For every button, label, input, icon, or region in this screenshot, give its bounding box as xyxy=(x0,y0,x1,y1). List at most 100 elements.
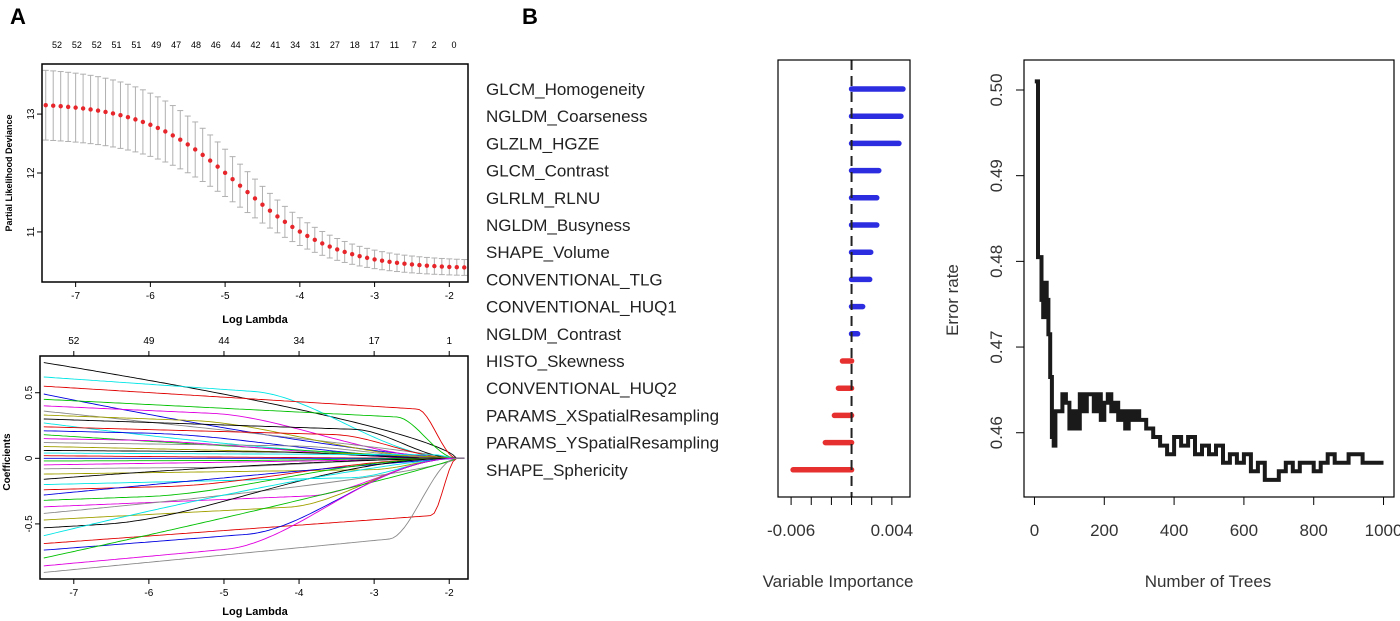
coef-x-tick-label: -6 xyxy=(144,588,153,599)
vi-category-label: CONVENTIONAL_HUQ1 xyxy=(486,298,677,317)
cv-top-label: 52 xyxy=(72,40,82,50)
coef-path-line xyxy=(43,457,465,567)
cv-point xyxy=(193,147,198,152)
cv-point xyxy=(305,233,310,239)
error-y-tick-label: 0.48 xyxy=(987,245,1006,278)
vi-x-tick-label: -0.006 xyxy=(767,521,815,540)
cv-point xyxy=(364,255,370,261)
coef-top-label: 17 xyxy=(369,336,381,347)
coef-path-line xyxy=(43,457,465,462)
coef-path-line xyxy=(43,457,465,480)
coef-x-tick-label: -5 xyxy=(220,588,229,599)
cv-point xyxy=(51,103,56,108)
cv-x-tick-label: -6 xyxy=(146,291,155,302)
cv-point xyxy=(409,262,415,267)
coef-path-line xyxy=(43,457,465,529)
coef-path-chart: 52 49 44 34 17 1 -7 -6 -5 -4 -3 -2 -0.5 0 0.5 Log La… xyxy=(2,336,469,618)
cv-top-label: 47 xyxy=(171,40,181,50)
coef-y-tick-label: 0 xyxy=(24,455,35,461)
coef-path-line xyxy=(43,457,465,501)
coef-path-line xyxy=(43,457,465,545)
cv-top-label: 7 xyxy=(412,40,417,50)
cv-point xyxy=(387,259,392,265)
cv-top-label: 49 xyxy=(151,40,161,50)
cv-top-label: 41 xyxy=(270,40,280,50)
cv-top-label: 31 xyxy=(310,40,320,50)
coef-top-label: 49 xyxy=(143,336,155,347)
cv-point xyxy=(379,258,385,263)
cv-point xyxy=(290,224,295,230)
cv-top-label: 51 xyxy=(131,40,141,50)
cv-point xyxy=(80,106,86,111)
vi-category-label: CONVENTIONAL_HUQ2 xyxy=(486,379,677,398)
vi-category-labels: GLCM_Homogeneity NGLDM_Coarseness GLZLM_HG… xyxy=(486,80,719,480)
coef-path-line xyxy=(43,426,465,459)
cv-point xyxy=(222,170,228,176)
coef-path-line xyxy=(43,430,465,459)
cv-point xyxy=(439,264,445,269)
cv-point xyxy=(148,122,153,127)
cv-point xyxy=(185,142,190,147)
cv-point xyxy=(275,214,280,219)
cv-point xyxy=(155,125,161,131)
coef-y-tick-label: 0.5 xyxy=(24,385,35,399)
cv-point xyxy=(252,196,258,201)
cv-top-label: 0 xyxy=(451,40,456,50)
cv-top-label: 2 xyxy=(432,40,437,50)
cv-point xyxy=(207,158,213,163)
cv-top-label: 52 xyxy=(52,40,62,50)
cv-point xyxy=(110,111,116,116)
error-x-tick-label: 800 xyxy=(1300,521,1328,540)
error-y-tick-label: 0.46 xyxy=(987,416,1006,449)
error-plot-frame xyxy=(1023,59,1395,498)
error-rate-chart: 0 200 400 600 800 1000 0.46 0.47 0.48 0.49 0.50 N… xyxy=(943,59,1400,591)
cv-x-tick-label: -7 xyxy=(71,291,80,302)
cv-point xyxy=(320,241,325,246)
coef-x-axis-label: Log Lambda xyxy=(222,606,288,618)
vi-category-label: NGLDM_Busyness xyxy=(486,216,631,235)
cv-point xyxy=(335,247,340,252)
cv-deviance-chart: 52 52 52 51 51 49 47 48 46 44 42 41 34 31 27 18 17 11 7 2 0 … xyxy=(4,40,469,326)
error-x-tick-label: 200 xyxy=(1090,521,1118,540)
coef-path-line xyxy=(43,405,465,459)
coef-plot-frame xyxy=(39,355,469,580)
vi-category-label: SHAPE_Sphericity xyxy=(486,461,628,480)
error-y-tick-label: 0.49 xyxy=(987,159,1006,192)
cv-top-label: 52 xyxy=(92,40,102,50)
cv-point xyxy=(58,104,63,109)
cv-point xyxy=(237,183,243,188)
coef-path-line xyxy=(43,457,465,537)
cv-point xyxy=(170,133,175,138)
cv-top-label: 17 xyxy=(370,40,380,50)
error-x-tick-label: 1000 xyxy=(1365,521,1400,540)
coef-lines xyxy=(43,362,465,573)
coef-x-tick-label: -2 xyxy=(445,588,454,599)
cv-point xyxy=(178,137,183,142)
cv-point xyxy=(432,263,437,269)
error-y-ticks: 0.46 0.47 0.48 0.49 0.50 xyxy=(987,73,1024,449)
cv-point xyxy=(245,189,250,195)
cv-y-tick-label: 13 xyxy=(26,108,37,120)
coef-y-tick-label: -0.5 xyxy=(24,515,35,533)
vi-category-label: NGLDM_Coarseness xyxy=(486,107,648,126)
vi-category-label: SHAPE_Volume xyxy=(486,243,610,262)
error-y-tick-label: 0.47 xyxy=(987,331,1006,364)
cv-point xyxy=(402,261,407,266)
coef-path-line xyxy=(43,418,465,459)
cv-point xyxy=(73,105,78,110)
coef-path-line xyxy=(43,457,465,559)
cv-top-label: 46 xyxy=(211,40,221,50)
error-x-tick-label: 0 xyxy=(1030,521,1039,540)
error-x-axis-label: Number of Trees xyxy=(1145,572,1272,591)
cv-x-tick-label: -3 xyxy=(370,291,379,302)
coef-y-ticks: -0.5 0 0.5 xyxy=(24,385,40,533)
vi-category-label: PARAMS_XSpatialResampling xyxy=(486,406,719,425)
coef-path-line xyxy=(43,414,465,459)
cv-point xyxy=(230,177,235,182)
cv-y-tick-label: 12 xyxy=(26,167,37,179)
cv-top-label: 11 xyxy=(390,40,399,50)
coef-path-line xyxy=(43,449,465,459)
cv-point xyxy=(95,108,101,113)
cv-top-label: 48 xyxy=(191,40,201,50)
